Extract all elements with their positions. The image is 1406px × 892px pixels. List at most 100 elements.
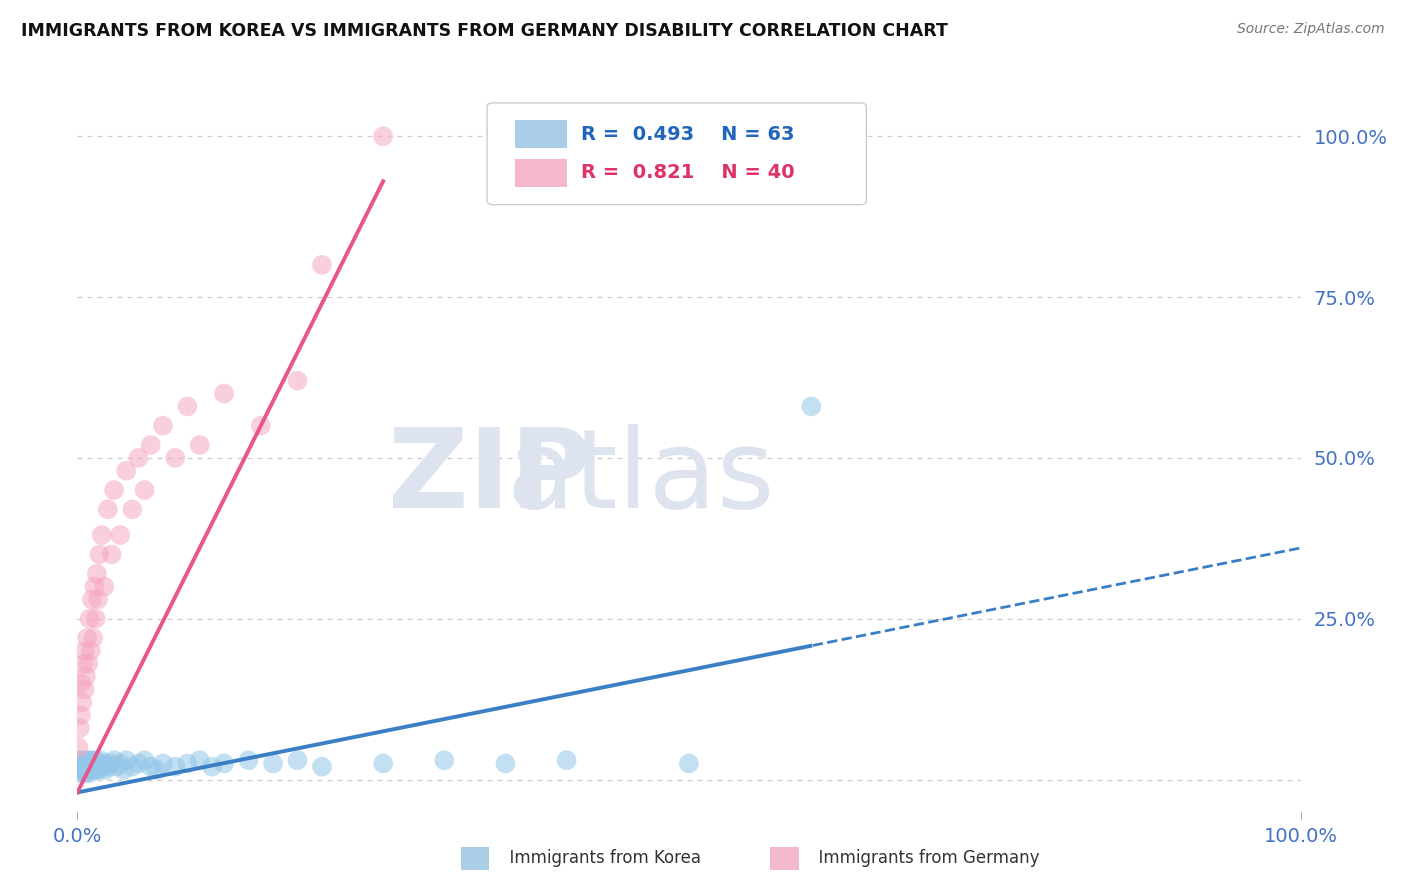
- Point: [80, 644, 103, 658]
- Point: [238, 753, 260, 767]
- Point: [94, 763, 117, 777]
- Text: ZIP: ZIP: [388, 424, 591, 531]
- Point: [112, 763, 135, 777]
- Point: [76, 760, 98, 774]
- FancyBboxPatch shape: [486, 103, 866, 204]
- Point: [139, 438, 162, 452]
- Point: [115, 753, 138, 767]
- Point: [70, 695, 93, 709]
- Point: [127, 450, 149, 465]
- Point: [90, 753, 112, 767]
- Point: [83, 760, 105, 774]
- Point: [72, 657, 94, 671]
- Point: [262, 756, 284, 771]
- Point: [176, 756, 198, 771]
- Text: atlas: atlas: [506, 424, 775, 531]
- Point: [134, 483, 156, 497]
- Point: [287, 753, 309, 767]
- Text: IMMIGRANTS FROM KOREA VS IMMIGRANTS FROM GERMANY DISABILITY CORRELATION CHART: IMMIGRANTS FROM KOREA VS IMMIGRANTS FROM…: [21, 22, 948, 40]
- Point: [165, 450, 187, 465]
- Point: [165, 760, 187, 774]
- Point: [146, 763, 169, 777]
- Point: [100, 548, 122, 562]
- Point: [67, 760, 90, 774]
- Point: [70, 708, 93, 723]
- Point: [70, 760, 93, 774]
- Point: [69, 721, 91, 735]
- Point: [82, 763, 104, 777]
- Point: [287, 374, 309, 388]
- Point: [83, 580, 105, 594]
- Point: [80, 753, 103, 767]
- Point: [495, 756, 517, 771]
- Point: [127, 756, 149, 771]
- Point: [103, 483, 125, 497]
- Point: [82, 756, 104, 771]
- Point: [77, 763, 100, 777]
- Point: [70, 676, 93, 690]
- Point: [86, 566, 108, 581]
- Text: Immigrants from Germany: Immigrants from Germany: [808, 849, 1040, 867]
- Point: [73, 760, 96, 774]
- Point: [80, 760, 103, 774]
- Point: [800, 400, 823, 414]
- Point: [76, 631, 98, 645]
- Point: [311, 760, 333, 774]
- Point: [79, 612, 101, 626]
- Point: [76, 756, 98, 771]
- Point: [93, 580, 115, 594]
- Point: [77, 657, 100, 671]
- Point: [84, 763, 107, 777]
- Point: [70, 756, 93, 771]
- Point: [79, 756, 101, 771]
- Point: [89, 548, 111, 562]
- Point: [201, 760, 224, 774]
- Point: [70, 753, 93, 767]
- Point: [152, 418, 174, 433]
- Point: [69, 766, 91, 780]
- Point: [80, 763, 103, 777]
- Point: [80, 592, 103, 607]
- Point: [115, 464, 138, 478]
- Point: [89, 763, 111, 777]
- Point: [72, 763, 94, 777]
- Point: [176, 400, 198, 414]
- Point: [70, 763, 93, 777]
- Point: [84, 612, 107, 626]
- Text: R =  0.821    N = 40: R = 0.821 N = 40: [581, 163, 794, 182]
- Point: [134, 753, 156, 767]
- Point: [212, 756, 235, 771]
- Point: [69, 753, 91, 767]
- Point: [371, 756, 394, 771]
- Point: [678, 756, 700, 771]
- Point: [152, 756, 174, 771]
- Point: [82, 631, 104, 645]
- Point: [371, 129, 394, 144]
- Point: [87, 756, 110, 771]
- Point: [188, 753, 211, 767]
- Point: [75, 763, 97, 777]
- Point: [86, 760, 108, 774]
- Point: [90, 528, 112, 542]
- Text: R =  0.493    N = 63: R = 0.493 N = 63: [581, 125, 794, 144]
- Point: [90, 760, 112, 774]
- Point: [97, 760, 120, 774]
- Point: [73, 644, 96, 658]
- Point: [75, 753, 97, 767]
- Point: [77, 753, 100, 767]
- Point: [80, 760, 103, 774]
- Point: [311, 258, 333, 272]
- Bar: [515, 159, 567, 186]
- Point: [105, 760, 128, 774]
- Point: [555, 753, 578, 767]
- Point: [87, 592, 110, 607]
- Point: [108, 528, 131, 542]
- Point: [97, 502, 120, 516]
- Point: [73, 682, 96, 697]
- Point: [67, 740, 90, 755]
- Point: [72, 756, 94, 771]
- Point: [108, 756, 131, 771]
- Point: [75, 670, 97, 684]
- Point: [98, 756, 121, 771]
- Point: [84, 753, 107, 767]
